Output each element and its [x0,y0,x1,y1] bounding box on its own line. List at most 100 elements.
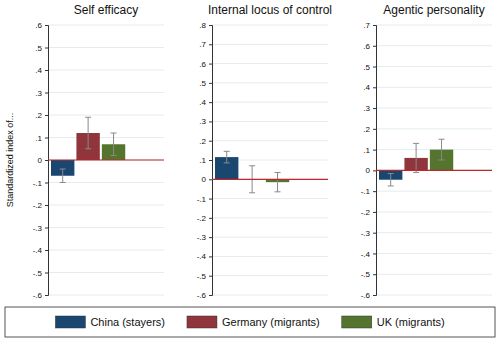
y-tick: -.1 [361,187,376,196]
y-tick-label: .6 [363,42,370,51]
y-tick-mark [209,141,212,142]
y-tick-label: -.4 [33,246,43,255]
y-tick-label: .4 [363,83,370,92]
grid-line [376,128,492,129]
error-bar-cap [60,182,66,183]
y-tick-mark [373,67,376,68]
y-tick-mark [373,108,376,109]
y-tick-label: .4 [199,98,206,107]
y-tick: -.6 [361,291,376,300]
error-bar-cap [85,148,91,149]
legend-box [5,307,495,337]
error-bar [85,117,91,149]
zero-line [376,170,492,171]
y-tick-mark [45,183,48,184]
y-tick-mark [373,212,376,213]
y-tick-mark [209,44,212,45]
y-tick-label: .5 [199,79,206,88]
y-tick-label: 0 [366,166,371,175]
y-tick-mark [209,25,212,26]
y-tick-mark [209,218,212,219]
y-tick-label: -.3 [33,224,43,233]
y-tick: -.4 [361,250,376,259]
y-tick-mark [45,160,48,161]
y-tick-mark [209,237,212,238]
legend-label: UK (migrants) [377,316,445,328]
y-tick-label: .8 [199,21,206,30]
y-tick: .3 [35,89,48,98]
y-tick: .4 [199,98,212,107]
chart: -.6 -.5 -.4 -.3 -.2 -.1 0 .1 .2 .3 .4 .5 .6 Self effi… [0,0,500,350]
error-bar-cap [439,139,445,140]
y-tick: .6 [363,42,376,51]
y-tick: .2 [35,111,48,120]
error-bar-cap [224,162,230,163]
y-tick: -.1 [197,195,212,204]
grid-line [48,182,164,183]
y-tick-mark [209,102,212,103]
y-tick-mark [45,115,48,116]
grid-line [212,102,328,103]
y-tick-mark [45,70,48,71]
y-tick: -.5 [361,270,376,279]
y-tick-mark [373,191,376,192]
grid [212,25,328,295]
y-tick-label: .2 [199,137,206,146]
y-tick-mark [209,199,212,200]
y-tick-mark [209,83,212,84]
grid-line [376,191,492,192]
y-tick-label: -.5 [361,270,371,279]
error-bar-cap [249,192,255,193]
grid-line [212,140,328,141]
panel-title: Self efficacy [74,3,138,17]
y-tick: .7 [363,21,376,30]
error-bar [224,151,230,163]
y-tick-label: .1 [35,134,42,143]
y-tick-mark [373,25,376,26]
y-axis-title: Standardized index of... [5,113,15,208]
error-bar [60,169,66,183]
y-tick-mark [45,273,48,274]
y-tick-label: -.5 [197,272,207,281]
y-tick: .5 [363,63,376,72]
y-tick-label: .6 [199,60,206,69]
y-axis-line [209,26,213,296]
plot-marks [379,139,453,186]
y-tick: -.5 [33,269,48,278]
y-tick-label: .3 [35,89,42,98]
error-bar-stem [62,169,63,183]
grid-line [48,115,164,116]
error-bar [275,173,281,192]
y-tick: .7 [199,40,212,49]
y-tick-label: -.2 [361,208,371,217]
grid-line [376,274,492,275]
y-tick: .4 [35,66,48,75]
panel-title: Agentic personality [383,3,484,17]
y-tick-label: -.2 [33,201,43,210]
y-tick-mark [373,233,376,234]
legend-item: UK (migrants) [342,316,445,328]
error-bar-cap [111,155,117,156]
y-tick-label: .7 [199,40,206,49]
panel-title: Internal locus of control [208,3,332,17]
y-tick-mark [45,250,48,251]
grid-line [376,25,492,26]
y-tick-label: .1 [199,156,206,165]
y-tick-mark [373,274,376,275]
y-tick-label: -.3 [361,229,371,238]
error-bar-cap [60,169,66,170]
y-tick: .2 [363,125,376,134]
grid-line [212,179,328,180]
y-tick-label: -.1 [197,195,207,204]
y-tick: .2 [199,137,212,146]
y-axis: -.6-.5-.4-.3-.2-.10.1.2.3.4.5.6.7 [361,21,377,300]
grid-line [48,92,164,93]
y-tick: .1 [363,146,376,155]
grid-line [212,217,328,218]
y-tick: -.6 [33,291,48,300]
error-bar-stem [277,173,278,192]
error-bar-cap [439,160,445,161]
y-tick-mark [209,64,212,65]
grid-line [212,198,328,199]
y-tick-label: .1 [363,146,370,155]
